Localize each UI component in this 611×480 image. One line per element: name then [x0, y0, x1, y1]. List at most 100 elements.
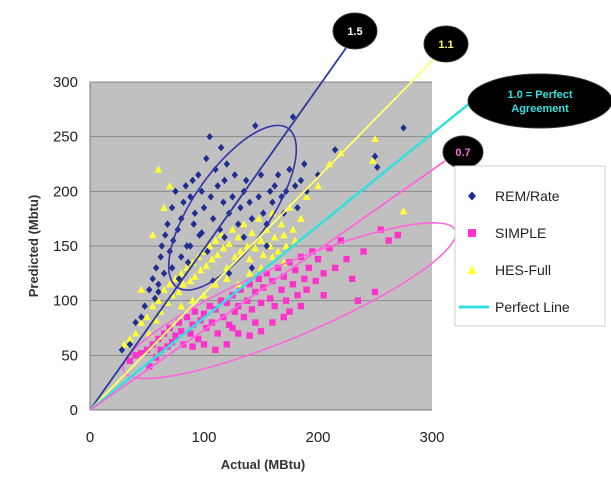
data-point	[198, 229, 205, 237]
data-point	[297, 302, 305, 310]
data-point	[205, 242, 214, 250]
data-point	[252, 288, 259, 296]
data-point	[191, 272, 199, 280]
data-point	[189, 321, 196, 328]
data-point	[206, 132, 213, 141]
data-point	[152, 264, 160, 272]
data-point	[225, 321, 233, 328]
data-point	[320, 292, 327, 299]
data-point	[166, 280, 174, 288]
data-point	[202, 261, 211, 269]
data-point	[360, 248, 367, 255]
data-point	[177, 302, 185, 310]
data-point	[337, 149, 345, 157]
ratio-label-bubble	[467, 73, 611, 129]
data-point	[166, 181, 174, 190]
data-point	[157, 253, 164, 261]
data-point	[132, 352, 139, 359]
data-point	[231, 171, 238, 179]
data-point	[211, 236, 220, 244]
data-point	[154, 296, 163, 304]
data-point	[138, 313, 145, 321]
data-point	[343, 255, 350, 263]
data-point	[277, 220, 286, 228]
data-point	[274, 247, 282, 255]
data-point	[208, 319, 216, 326]
ratio-line-1-5	[89, 47, 347, 411]
y-tick-label: 300	[53, 74, 78, 91]
data-point	[314, 181, 322, 190]
data-point	[118, 346, 126, 354]
data-point	[188, 258, 197, 266]
data-point	[245, 269, 254, 277]
data-point	[252, 319, 259, 326]
legend-label: Perfect Line	[495, 299, 570, 315]
y-axis-title: Predicted (Mbtu)	[26, 195, 41, 298]
data-point	[187, 242, 194, 250]
data-point	[254, 214, 263, 222]
data-point	[131, 329, 140, 337]
data-point	[297, 176, 305, 185]
data-point	[160, 285, 168, 293]
data-point	[248, 228, 256, 237]
data-point	[180, 198, 187, 206]
data-point	[248, 306, 256, 313]
data-point	[282, 297, 290, 304]
data-point	[257, 171, 265, 179]
data-point	[354, 297, 362, 304]
data-point	[138, 349, 145, 357]
data-point	[236, 247, 245, 255]
data-point	[245, 255, 254, 263]
y-tick-label: 100	[53, 293, 78, 310]
data-point	[188, 296, 197, 304]
data-point	[143, 346, 151, 354]
data-point	[320, 270, 327, 277]
data-point	[223, 160, 230, 168]
x-tick-label: 300	[419, 429, 444, 446]
data-point	[160, 203, 168, 211]
data-point	[309, 248, 316, 255]
data-point	[257, 299, 265, 307]
data-point	[179, 280, 188, 288]
data-point	[155, 280, 162, 288]
x-tick-label: 100	[191, 429, 216, 446]
data-point	[148, 231, 157, 239]
data-point	[217, 143, 225, 152]
data-point	[229, 324, 236, 332]
data-point	[132, 318, 139, 327]
data-point	[289, 281, 297, 288]
ratio-label-text: 1.1	[438, 39, 453, 51]
data-point	[152, 316, 160, 324]
data-point	[280, 313, 287, 321]
data-point	[252, 122, 259, 130]
data-point	[235, 220, 242, 228]
data-point	[255, 275, 262, 282]
data-point	[271, 302, 278, 310]
data-point	[209, 214, 217, 223]
ratio-label-bubble	[423, 25, 469, 63]
ratio-label-bubble	[332, 12, 378, 50]
data-point	[255, 193, 262, 201]
data-point	[289, 225, 297, 233]
legend-label: HES-Full	[495, 262, 551, 278]
data-point	[237, 204, 244, 212]
data-point	[326, 244, 333, 252]
data-point	[172, 332, 179, 339]
data-point	[146, 363, 153, 370]
data-point	[206, 302, 213, 310]
data-point	[178, 328, 185, 335]
data-point	[231, 308, 238, 315]
data-point	[246, 332, 253, 339]
data-point	[137, 318, 146, 326]
data-point	[186, 276, 195, 285]
data-point	[286, 165, 293, 174]
data-point	[400, 124, 407, 132]
data-point	[371, 152, 379, 161]
data-point	[292, 266, 299, 274]
data-point	[220, 198, 227, 206]
data-point	[385, 237, 392, 244]
data-point	[274, 171, 282, 179]
legend-swatch	[468, 191, 476, 201]
data-point	[303, 286, 310, 293]
